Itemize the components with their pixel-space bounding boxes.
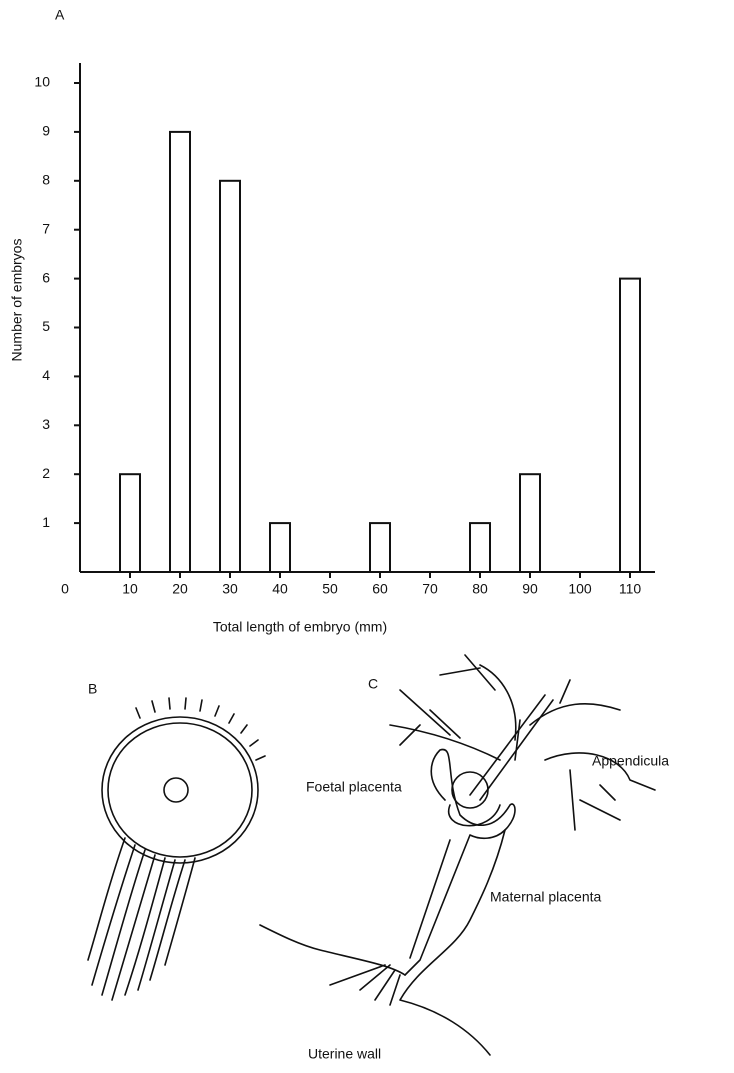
bar bbox=[269, 522, 291, 573]
annotation: Appendicula bbox=[592, 753, 669, 769]
y-tick-label: 2 bbox=[42, 465, 50, 481]
x-tick-label: 70 bbox=[422, 581, 438, 597]
bar bbox=[519, 473, 541, 574]
x-tick-label: 20 bbox=[172, 581, 188, 597]
y-tick-label: 10 bbox=[34, 74, 50, 90]
x-tick-label: 10 bbox=[122, 581, 138, 597]
panel-label: B bbox=[88, 681, 97, 697]
y-tick-label: 7 bbox=[42, 220, 50, 236]
x-tick-label: 60 bbox=[372, 581, 388, 597]
x-tick-label: 50 bbox=[322, 581, 338, 597]
x-tick-label: 0 bbox=[61, 581, 69, 597]
x-tick-label: 40 bbox=[272, 581, 288, 597]
x-axis-label: Total length of embryo (mm) bbox=[213, 619, 387, 635]
y-tick-label: 6 bbox=[42, 269, 50, 285]
y-tick-label: 8 bbox=[42, 172, 50, 188]
annotation: Uterine wall bbox=[308, 1046, 381, 1062]
y-tick-label: 5 bbox=[42, 318, 50, 334]
x-tick-label: 30 bbox=[222, 581, 238, 597]
bar bbox=[169, 130, 191, 573]
bar bbox=[119, 473, 141, 574]
bar bbox=[219, 179, 241, 574]
drawing-b bbox=[87, 697, 266, 1001]
y-tick-label: 9 bbox=[42, 123, 50, 139]
x-tick-label: 110 bbox=[619, 581, 642, 597]
bar bbox=[469, 522, 491, 573]
y-tick-label: 4 bbox=[42, 367, 50, 383]
x-tick-label: 90 bbox=[522, 581, 538, 597]
bar bbox=[619, 277, 641, 573]
x-tick-label: 100 bbox=[568, 581, 592, 597]
y-tick-label: 3 bbox=[42, 416, 50, 432]
bar bbox=[369, 522, 391, 573]
y-axis-label: Number of embryos bbox=[9, 239, 25, 362]
x-tick-label: 80 bbox=[472, 581, 488, 597]
y-tick-label: 1 bbox=[42, 514, 50, 530]
annotation: Maternal placenta bbox=[490, 889, 602, 905]
panel-label: C bbox=[368, 676, 378, 692]
drawing-c bbox=[259, 654, 656, 1056]
annotation: Foetal placenta bbox=[306, 779, 402, 795]
panel-label: A bbox=[55, 7, 65, 23]
